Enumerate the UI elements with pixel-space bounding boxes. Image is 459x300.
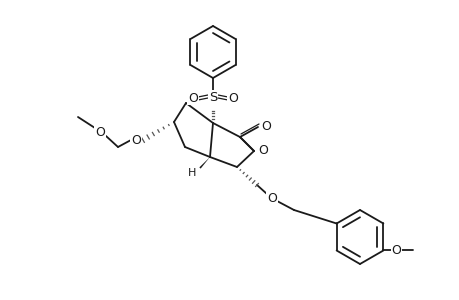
- Text: O: O: [95, 125, 105, 139]
- Text: O: O: [391, 244, 400, 257]
- Text: O: O: [228, 92, 237, 104]
- Text: O: O: [131, 134, 140, 146]
- Text: O: O: [261, 119, 270, 133]
- Text: O: O: [257, 143, 267, 157]
- Text: H: H: [187, 168, 196, 178]
- Polygon shape: [199, 157, 210, 169]
- Text: O: O: [188, 92, 197, 104]
- Text: O: O: [267, 191, 276, 205]
- Text: S: S: [208, 91, 217, 103]
